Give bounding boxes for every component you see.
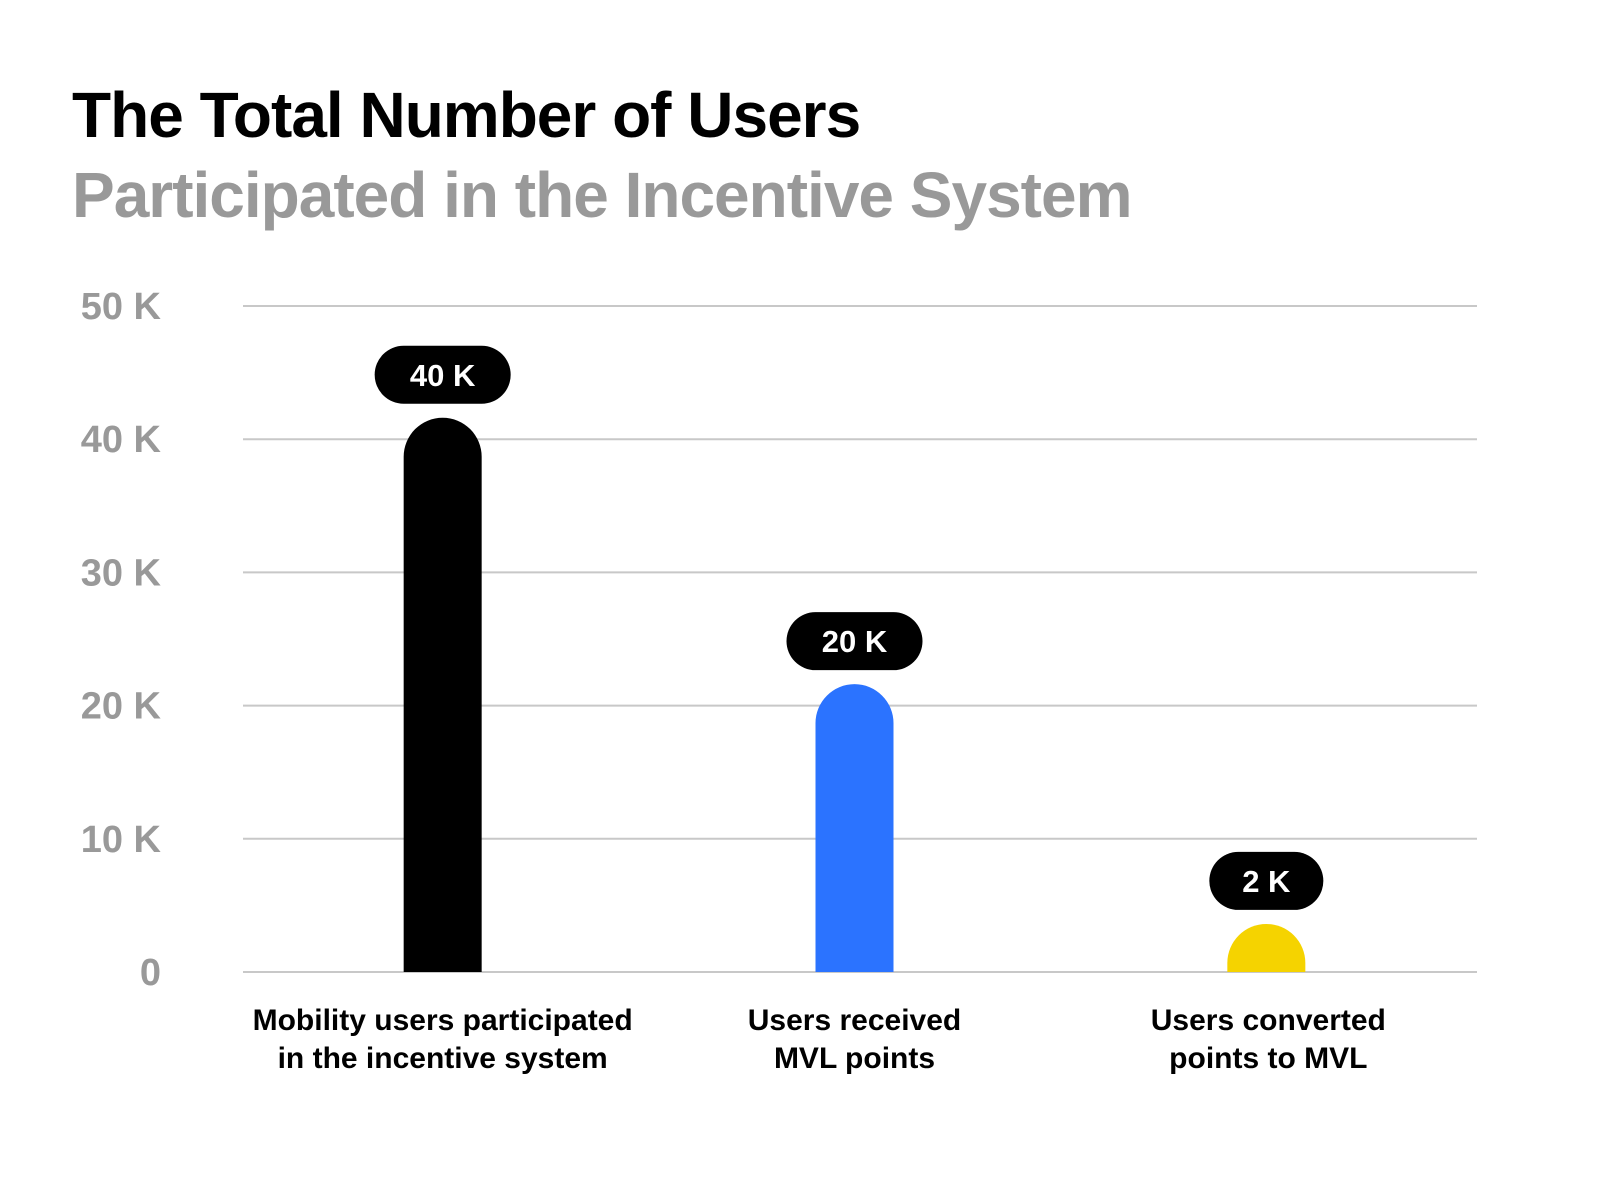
bar-3 bbox=[1227, 923, 1306, 972]
y-tick-label: 20 K bbox=[81, 686, 162, 728]
y-tick-label: 10 K bbox=[81, 819, 162, 861]
x-axis-categories: Mobility users participated in the incent… bbox=[253, 1004, 1386, 1075]
category-label: Users received bbox=[748, 1004, 962, 1037]
y-tick-label: 30 K bbox=[81, 552, 162, 594]
data-label-text: 20 K bbox=[822, 624, 888, 659]
data-label-pill bbox=[786, 612, 923, 671]
data-labels: 40 K 20 K 2 K bbox=[374, 345, 1324, 910]
chart-title: The Total Number of Users bbox=[72, 79, 861, 151]
y-tick-label: 50 K bbox=[81, 286, 162, 328]
category-label: in the incentive system bbox=[278, 1042, 608, 1075]
category-label: points to MVL bbox=[1169, 1042, 1367, 1075]
y-tick-label: 0 bbox=[140, 952, 161, 994]
data-label-text: 40 K bbox=[410, 358, 476, 393]
bar-1 bbox=[403, 417, 482, 972]
bars bbox=[403, 417, 1306, 972]
data-label-pill bbox=[374, 345, 511, 404]
y-axis-ticks: 0 10 K 20 K 30 K 40 K 50 K bbox=[81, 286, 162, 994]
category-label: Users converted bbox=[1151, 1004, 1386, 1037]
category-label: MVL points bbox=[774, 1042, 935, 1075]
y-tick-label: 40 K bbox=[81, 419, 162, 461]
bar-2 bbox=[815, 684, 894, 972]
category-label: Mobility users participated bbox=[253, 1004, 633, 1037]
data-label-pill bbox=[1209, 851, 1324, 910]
data-label-text: 2 K bbox=[1242, 864, 1291, 899]
chart-subtitle: Participated in the Incentive System bbox=[72, 159, 1132, 231]
